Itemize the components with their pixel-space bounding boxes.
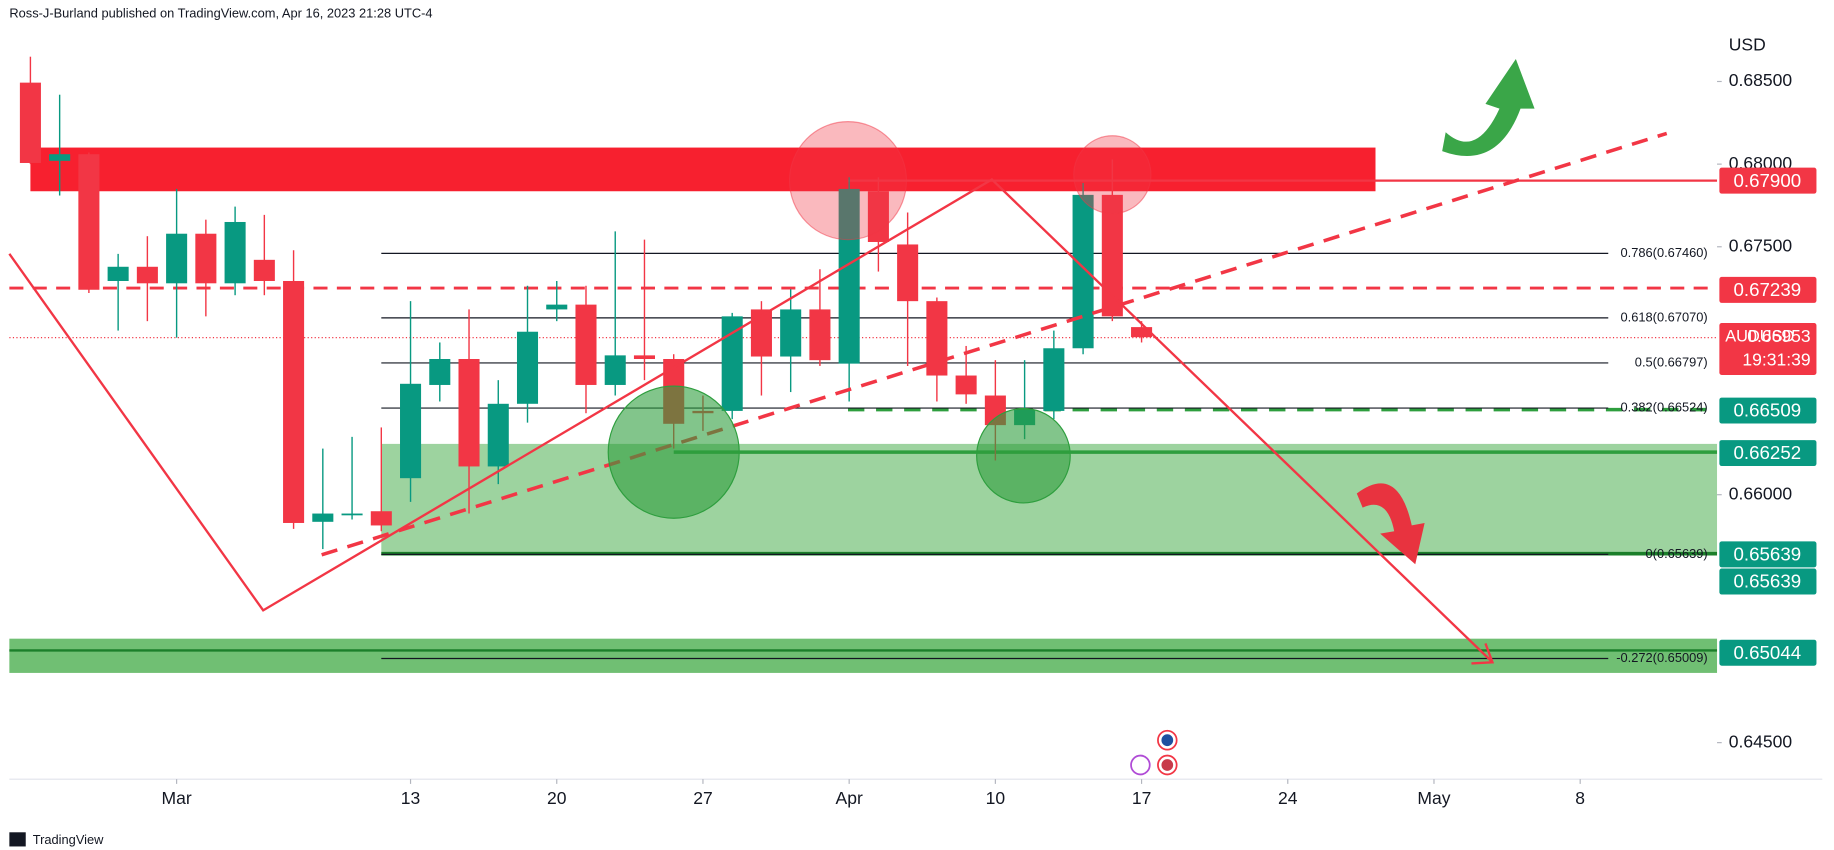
- countdown: 19:31:39: [1742, 349, 1810, 369]
- candle-body: [78, 154, 100, 290]
- price-label: 0.66252: [1734, 442, 1802, 463]
- price-label: 0.65639: [1734, 571, 1802, 592]
- price-label-bg: [1719, 167, 1817, 194]
- candle-body: [604, 355, 626, 385]
- event-icon: [1161, 759, 1174, 771]
- y-tick-label: 0.68500: [1729, 70, 1793, 90]
- price-label-bg: [1719, 541, 1817, 568]
- fib-label: 0.786(0.67460): [1621, 245, 1708, 260]
- up-arrow: [1442, 59, 1535, 156]
- candle-body: [429, 359, 451, 385]
- candle-body: [253, 259, 275, 281]
- price-label: 0.65044: [1734, 642, 1802, 663]
- price-label-bg: [1719, 323, 1817, 375]
- price-label: 0.66509: [1734, 400, 1802, 421]
- candle-body: [49, 154, 71, 161]
- price-label: 0.67239: [1734, 279, 1802, 300]
- resistance-zone: [30, 147, 1376, 192]
- candle-body: [1131, 327, 1153, 338]
- x-tick-label: 20: [547, 788, 567, 808]
- dashed-trendline: [321, 131, 1668, 557]
- price-label-bg: [1719, 639, 1817, 666]
- fib-label: 0.5(0.66797): [1635, 354, 1708, 369]
- candle-body: [926, 301, 948, 376]
- top-circle: [1073, 135, 1152, 215]
- candle-body: [107, 266, 129, 281]
- candle-body: [809, 309, 831, 361]
- event-icon: [1161, 734, 1174, 747]
- trend-path: [8, 177, 1493, 662]
- x-tick-label: 17: [1132, 788, 1152, 808]
- x-tick-label: 24: [1278, 788, 1298, 808]
- candle-body: [224, 221, 246, 284]
- candle-body: [166, 233, 188, 284]
- fib-label: 0.618(0.67070): [1621, 309, 1708, 324]
- fib-label: -0.272(0.65009): [1616, 650, 1707, 665]
- candle-body: [955, 375, 977, 395]
- candle-body: [780, 309, 802, 357]
- candle-body: [546, 304, 568, 310]
- candle-body: [458, 359, 480, 467]
- candle-body: [838, 188, 860, 364]
- candle-body: [341, 513, 363, 516]
- footer: TradingView: [33, 832, 104, 847]
- x-tick-label: 27: [693, 788, 713, 808]
- candle-body: [19, 82, 41, 163]
- candle-body: [370, 511, 392, 526]
- candle-body: [750, 309, 772, 357]
- candle-body: [312, 513, 334, 522]
- price-label-bg: [1719, 397, 1817, 424]
- price-label: 0.65639: [1734, 543, 1802, 564]
- drawings-overlay: [8, 59, 1668, 776]
- event-icon: [1130, 754, 1151, 776]
- fib-label: 0.382(0.66524): [1621, 399, 1708, 414]
- header: Ross-J-Burland published on TradingView.…: [9, 6, 432, 21]
- candle-body: [400, 383, 422, 479]
- symbol-label: AUDUSD: [1725, 327, 1794, 345]
- candle-body: [1043, 348, 1065, 411]
- x-tick-label: Mar: [162, 788, 192, 808]
- candle-body: [897, 244, 919, 302]
- x-tick-label: 10: [986, 788, 1006, 808]
- candle-body: [575, 304, 597, 385]
- y-tick-label: 0.64500: [1729, 731, 1793, 751]
- currency: USD: [1729, 35, 1766, 55]
- candle-body: [195, 233, 217, 284]
- x-tick-label: 13: [401, 788, 421, 808]
- candle-body: [136, 266, 158, 284]
- candle-body: [516, 331, 539, 404]
- bottom-circle: [607, 385, 740, 519]
- candle-body: [721, 316, 743, 411]
- fib-label: 0(0.65639): [1646, 546, 1708, 561]
- candle-body: [283, 280, 305, 523]
- candle-body: [1101, 194, 1123, 317]
- lower-zone: [9, 638, 1718, 673]
- top-circle: [788, 121, 908, 241]
- arrow-head: [1471, 642, 1495, 665]
- price-label-bg: [1719, 440, 1817, 467]
- price-label-bg: [1719, 568, 1817, 595]
- y-tick-label: 0.67500: [1729, 235, 1793, 255]
- candle-body: [1072, 194, 1094, 349]
- candle-body: [633, 355, 655, 360]
- tv-logo: [9, 832, 26, 847]
- x-tick-label: Apr: [836, 788, 863, 808]
- x-tick-label: May: [1417, 788, 1450, 808]
- price-label: 0.66953: [1747, 326, 1811, 346]
- candle-body: [487, 403, 509, 467]
- candle-body: [867, 191, 889, 242]
- price-label-bg: [1719, 276, 1817, 303]
- down-arrow: [1356, 483, 1425, 565]
- bottom-circle: [976, 407, 1071, 504]
- x-tick-label: 8: [1575, 788, 1585, 808]
- price-label: 0.67900: [1734, 170, 1802, 191]
- y-tick-label: 0.66000: [1729, 483, 1793, 503]
